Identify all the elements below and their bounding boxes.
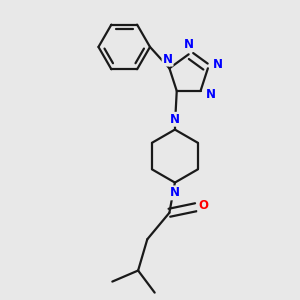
Text: N: N — [163, 52, 172, 66]
Text: N: N — [170, 186, 180, 200]
Text: N: N — [170, 113, 180, 126]
Text: N: N — [184, 38, 194, 51]
Text: N: N — [206, 88, 216, 101]
Text: N: N — [213, 58, 223, 71]
Text: O: O — [198, 199, 208, 212]
